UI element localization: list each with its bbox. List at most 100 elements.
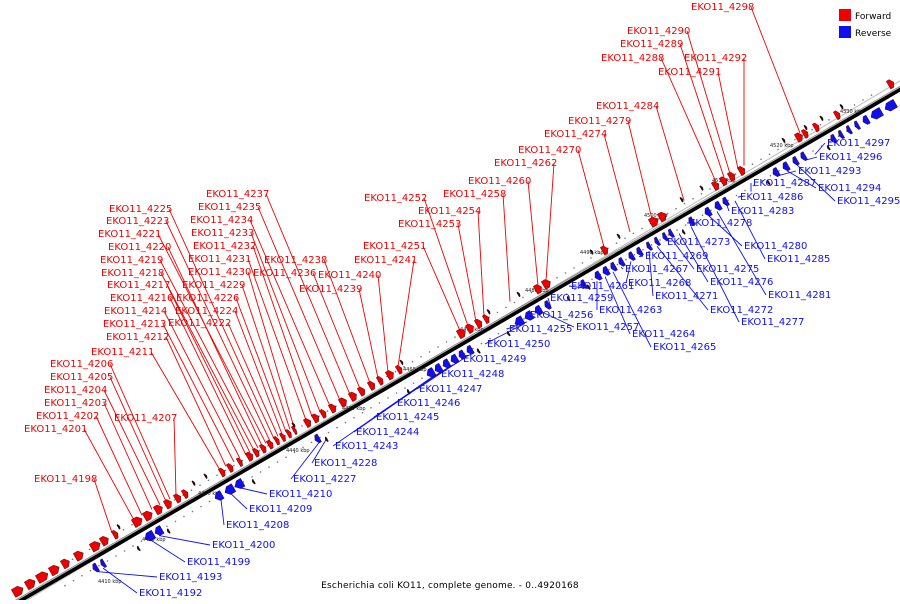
gene-label-eko11-4203: EKO11_4203 [44,398,107,409]
leader-line-eko11-4271 [648,250,654,297]
gene-label-eko11-4244: EKO11_4244 [356,427,419,438]
gene-label-eko11-4228: EKO11_4228 [314,458,377,469]
leader-line-eko11-4253 [457,223,477,322]
gene-label-eko11-4193: EKO11_4193 [159,572,222,583]
gene-label-eko11-4263: EKO11_4263 [599,305,662,316]
gene-label-eko11-4218: EKO11_4218 [101,268,164,279]
forward-marker [679,197,684,203]
gene-label-eko11-4295: EKO11_4295 [837,196,900,207]
gene-label-eko11-4235: EKO11_4235 [198,202,261,213]
forward-marker [839,104,844,110]
reverse-gene [544,300,552,310]
forward-gene [647,216,659,228]
forward-gene [327,403,336,414]
forward-gene [800,129,809,139]
gene-label-eko11-4192: EKO11_4192 [139,588,202,599]
leader-line-eko11-4241 [397,259,415,367]
dot-forward-lane [615,242,618,244]
forward-marker [203,473,208,479]
leader-line-eko11-4207 [173,417,177,496]
dot-forward-lane [513,301,516,304]
leader-line-eko11-4257 [542,312,575,328]
gene-label-eko11-4268: EKO11_4268 [628,278,691,289]
leader-line-eko11-4230 [247,271,295,428]
dot-forward-lane [454,336,456,338]
gene-label-eko11-4296: EKO11_4296 [819,152,882,163]
dot-forward-lane [624,237,626,240]
forward-gene [347,391,357,402]
dot-forward-lane [734,173,737,175]
forward-gene [811,122,820,133]
reverse-gene [92,562,100,573]
dot-forward-lane [598,252,601,254]
leader-line-eko11-4229 [241,284,291,430]
gene-label-eko11-4212: EKO11_4212 [106,332,169,343]
dot-forward-lane [131,523,133,526]
leader-line-eko11-4262 [545,162,555,281]
reverse-marker [406,388,411,395]
dot-reverse-lane [761,179,763,182]
gene-label-eko11-4224: EKO11_4224 [175,306,238,317]
dot-reverse-lane [327,431,330,434]
gene-label-eko11-4213: EKO11_4213 [103,319,166,330]
reverse-gene [154,525,165,536]
forward-gene [172,493,181,504]
forward-gene [235,457,243,467]
dot-reverse-lane [752,184,755,187]
leader-line-eko11-4222 [227,322,279,437]
reverse-gene [442,358,452,369]
leader-line-eko11-4224 [234,310,283,435]
gene-label-eko11-4226: EKO11_4226 [176,293,239,304]
gene-label-eko11-4277: EKO11_4277 [741,317,804,328]
dot-reverse-lane [378,402,381,404]
dot-reverse-lane [387,397,389,399]
dot-forward-lane [692,198,694,200]
dot-forward-lane [794,138,796,141]
leader-line-eko11-4203 [103,402,153,510]
reverse-gene [830,133,838,144]
gene-label-eko11-4233: EKO11_4233 [191,228,254,239]
dot-reverse-lane [412,382,415,384]
leader-line-eko11-4235 [257,206,341,401]
gene-label-eko11-4211: EKO11_4211 [91,347,154,358]
forward-marker [516,291,521,298]
reverse-gene [772,167,781,177]
dot-forward-lane [173,499,176,501]
reverse-gene-labels: EKO11_4192 EKO11_4193 EKO11_4199 EKO11_4200… [139,138,900,599]
leader-line-eko11-4233 [250,232,321,413]
dot-forward-lane [751,163,754,165]
leader-line-eko11-4210 [240,487,268,495]
forward-gene [59,558,70,570]
gene-label-eko11-4265: EKO11_4265 [653,342,716,353]
gene-label-eko11-4250: EKO11_4250 [487,339,550,350]
forward-gene [656,211,667,223]
leader-line-eko11-4251 [422,245,461,331]
reverse-gene [654,236,661,247]
leader-line-eko11-4295 [796,164,836,202]
dot-forward-lane [394,370,397,373]
leader-line-eko11-4275 [670,237,695,270]
dot-reverse-lane [565,293,568,296]
dot-reverse-lane [115,555,117,557]
leader-line-eko11-4231 [247,258,307,421]
gene-label-eko11-4248: EKO11_4248 [441,369,504,380]
dot-reverse-lane [353,416,355,419]
reverse-gene [434,362,444,374]
gene-label-eko11-4221: EKO11_4221 [98,229,161,240]
dot-reverse-lane [574,288,576,291]
forward-gene [34,571,49,584]
leader-line-eko11-4200 [158,535,211,546]
gene-label-eko11-4223: EKO11_4223 [106,216,169,227]
dot-forward-lane [505,306,507,309]
leader-line-eko11-4211 [150,351,221,471]
dot-forward-lane [828,119,830,121]
forward-gene [251,447,260,458]
dot-reverse-lane [497,332,500,335]
reverse-gene [870,107,884,120]
dot-forward-lane [216,474,218,477]
dot-reverse-lane [302,446,304,449]
forward-gene [540,279,551,290]
forward-marker [291,422,296,428]
forward-gene [375,375,384,386]
